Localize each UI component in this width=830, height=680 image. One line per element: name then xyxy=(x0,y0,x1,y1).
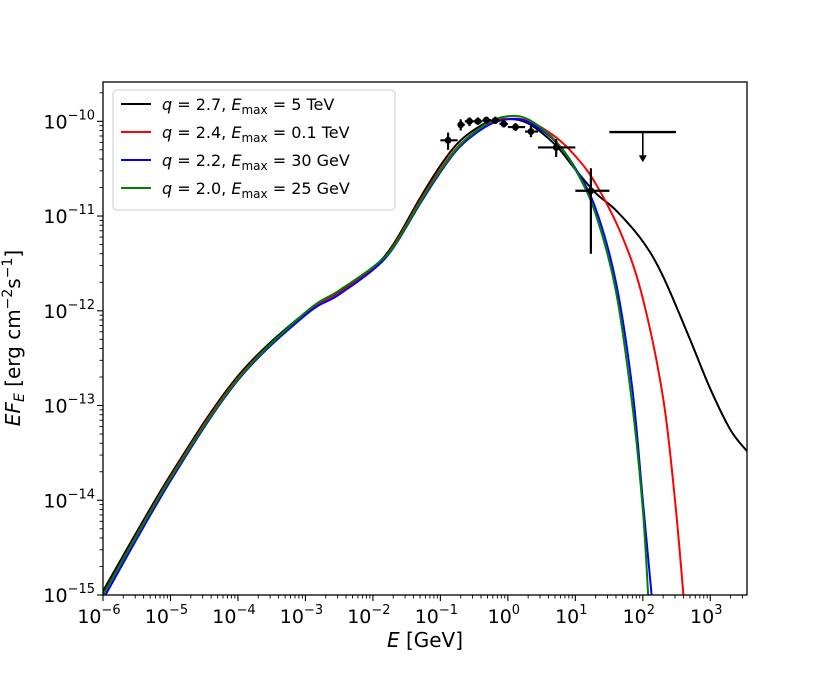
data-point xyxy=(499,120,508,128)
data-marker xyxy=(466,117,473,125)
x-tick-label: 103 xyxy=(690,603,722,628)
x-tick-label: 10−6 xyxy=(77,603,120,628)
data-point xyxy=(575,168,610,254)
x-tick-label: 10−5 xyxy=(145,603,188,628)
data-point xyxy=(482,116,491,124)
data-marker xyxy=(491,117,499,124)
data-point xyxy=(464,117,474,127)
y-tick-label: 10−13 xyxy=(43,393,95,418)
data-marker xyxy=(444,136,452,144)
data-marker xyxy=(527,128,535,135)
data-points xyxy=(440,116,676,254)
data-marker xyxy=(457,121,465,129)
y-tick-label: 10−12 xyxy=(43,298,95,323)
series-line-3 xyxy=(104,117,653,595)
y-tick-label: 10−11 xyxy=(43,203,95,228)
data-marker xyxy=(482,116,490,124)
data-marker xyxy=(500,120,508,128)
data-point xyxy=(473,117,483,125)
data-point xyxy=(507,122,526,132)
y-tick-label: 10−10 xyxy=(43,108,95,133)
data-point xyxy=(440,132,458,150)
arrow-down-icon xyxy=(638,155,647,163)
data-marker xyxy=(512,123,519,131)
data-point xyxy=(525,126,539,138)
upper-limit xyxy=(609,130,676,163)
series-line-4 xyxy=(103,114,650,595)
x-tick-label: 10−2 xyxy=(347,603,390,628)
data-marker xyxy=(587,187,595,195)
x-tick-label: 100 xyxy=(488,603,520,628)
legend: q = 2.7, Emax = 5 TeV q = 2.4, Emax = 0.1… xyxy=(112,89,396,211)
data-marker xyxy=(474,117,482,125)
data-point xyxy=(538,139,576,158)
axis-ticks: 10−6 10−5 10−4 10−3 10−2 10−1 100 101 102 103 10−1… xyxy=(43,92,743,628)
x-tick-label: 10−4 xyxy=(212,603,255,628)
x-tick-label: 101 xyxy=(555,603,587,628)
x-axis-label: E [GeV] xyxy=(387,628,463,652)
legend-label: q = 2.4, Emax = 0.1 TeV xyxy=(162,123,350,145)
data-point xyxy=(490,116,500,124)
data-point xyxy=(457,119,465,131)
y-tick-label: 10−14 xyxy=(43,487,95,512)
model-curves xyxy=(103,114,747,595)
y-tick-label: 10−15 xyxy=(43,582,95,607)
data-marker xyxy=(552,144,560,151)
x-tick-label: 102 xyxy=(623,603,655,628)
legend-box xyxy=(112,89,396,211)
legend-label: q = 2.0, Emax = 25 GeV xyxy=(162,179,350,201)
x-tick-label: 10−1 xyxy=(415,603,458,628)
legend-label: q = 2.7, Emax = 5 TeV xyxy=(162,95,334,117)
y-axis-label: EFE [erg cm−2s−1] xyxy=(0,250,28,426)
x-tick-label: 10−3 xyxy=(280,603,323,628)
legend-label: q = 2.2, Emax = 30 GeV xyxy=(162,151,350,173)
